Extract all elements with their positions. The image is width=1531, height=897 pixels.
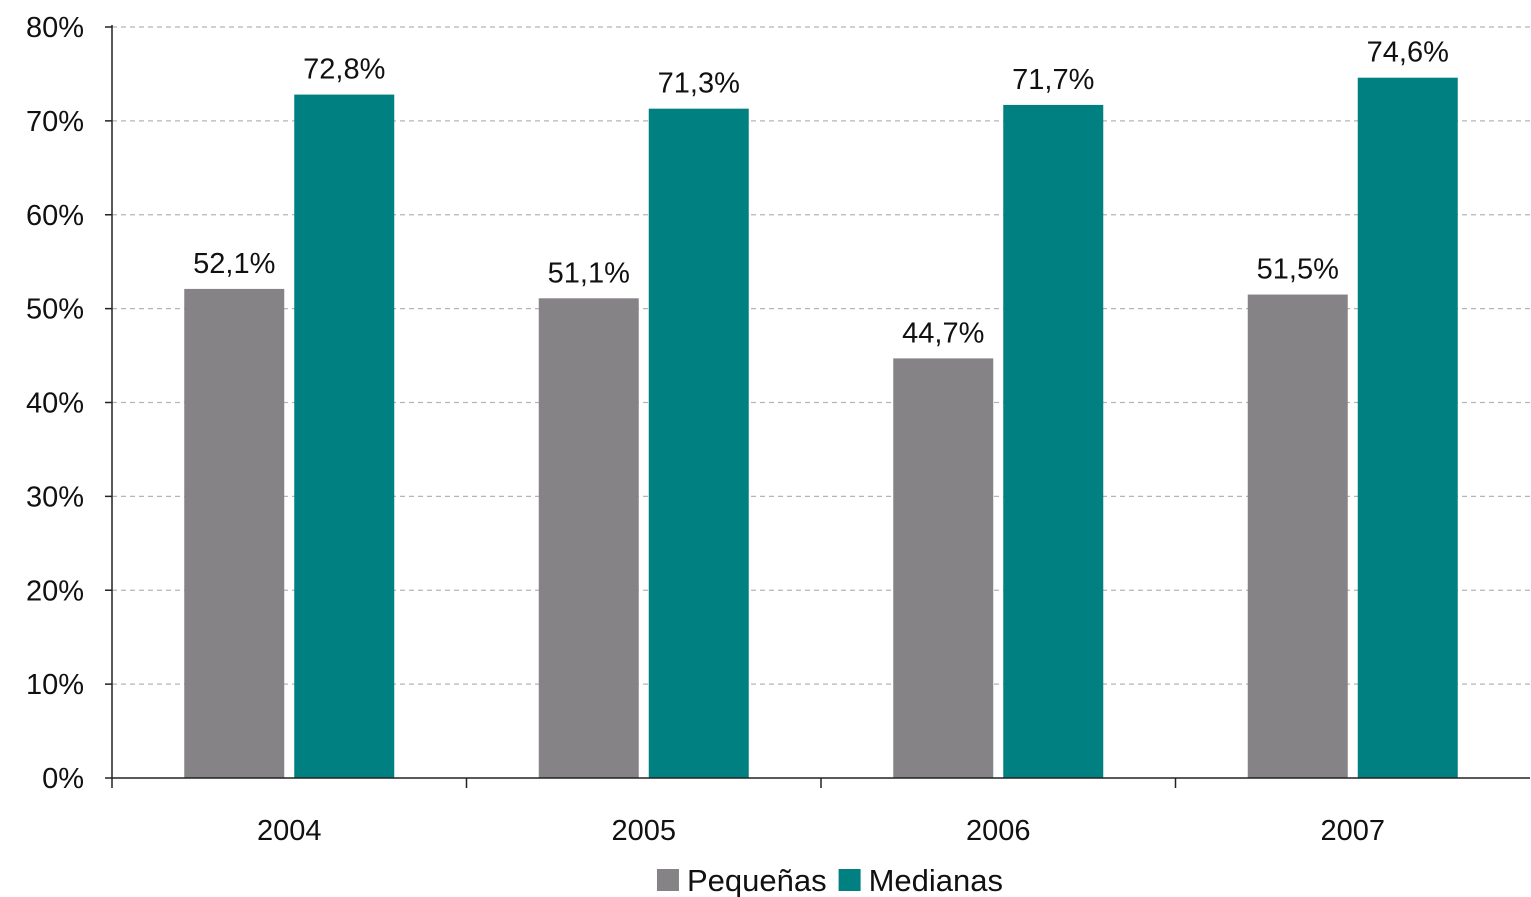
- data-label: 72,8%: [303, 54, 385, 86]
- data-label: 52,1%: [193, 248, 275, 280]
- bar-peque-as-2007: [1247, 294, 1348, 778]
- x-tick-label: 2007: [1320, 815, 1385, 847]
- legend-label: Pequeñas: [687, 863, 827, 897]
- bar-peque-as-2004: [184, 288, 285, 778]
- y-tick-label: 20%: [26, 575, 84, 607]
- bars: [184, 77, 1458, 779]
- y-tick-label: 0%: [42, 763, 84, 795]
- data-labels: 52,1% 72,8% 51,1% 71,3% 44,7% 71,7% 51,5% 74,6%: [193, 37, 1449, 350]
- bar-medianas-2005: [648, 108, 749, 778]
- y-tick-label: 10%: [26, 669, 84, 701]
- data-label: 71,3%: [658, 68, 740, 100]
- x-axis-ticks: 2004 2005 2006 2007: [111, 778, 1385, 847]
- y-axis-ticks: 0% 10% 20% 30% 40% 50% 60% 70% 80%: [26, 12, 112, 795]
- y-tick-label: 40%: [26, 388, 84, 420]
- x-tick-label: 2006: [966, 815, 1031, 847]
- data-label: 51,5%: [1257, 254, 1339, 286]
- legend-label: Medianas: [869, 863, 1003, 897]
- bar-peque-as-2005: [538, 298, 639, 778]
- bar-peque-as-2006: [893, 358, 994, 778]
- y-tick-label: 70%: [26, 106, 84, 138]
- bar-medianas-2007: [1357, 77, 1458, 778]
- bar-medianas-2004: [294, 94, 395, 779]
- legend-swatch: [838, 869, 861, 891]
- y-tick-label: 60%: [26, 200, 84, 232]
- legend: Pequeñas Medianas: [656, 863, 1003, 897]
- x-tick-label: 2004: [257, 815, 322, 847]
- legend-swatch: [656, 869, 679, 891]
- data-label: 44,7%: [902, 317, 984, 349]
- y-tick-label: 80%: [26, 12, 84, 44]
- y-tick-label: 50%: [26, 294, 84, 326]
- y-tick-label: 30%: [26, 481, 84, 513]
- data-label: 71,7%: [1012, 64, 1094, 96]
- x-tick-label: 2005: [611, 815, 676, 847]
- data-label: 74,6%: [1367, 37, 1449, 69]
- bar-medianas-2006: [1003, 104, 1104, 778]
- data-label: 51,1%: [548, 257, 630, 289]
